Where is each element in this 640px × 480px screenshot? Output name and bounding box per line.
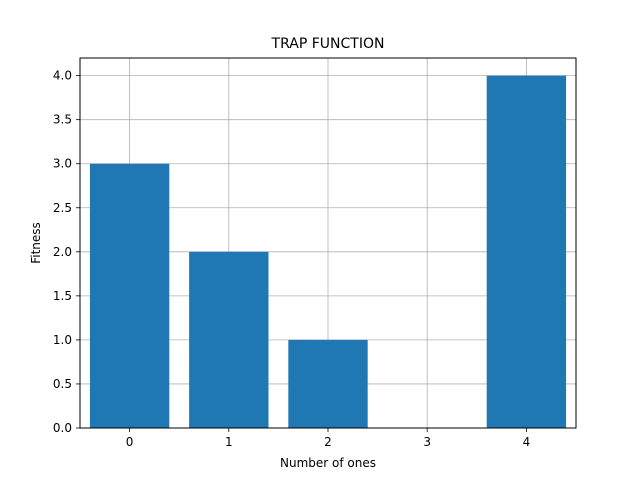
y-tick-label: 4.0	[53, 69, 72, 83]
x-axis: 0 1 2 3 4	[126, 428, 530, 449]
y-axis: 0.0 0.5 1.0 1.5 2.0 2.5 3.0 3.5 4.0	[53, 69, 80, 435]
y-tick-label: 1.0	[53, 333, 72, 347]
y-axis-label: Fitness	[29, 222, 43, 264]
bars	[89, 75, 567, 428]
y-tick-label: 1.5	[53, 289, 72, 303]
bar-1	[189, 251, 269, 428]
x-tick-label: 4	[523, 435, 531, 449]
bar-0	[89, 163, 170, 428]
y-tick-label: 3.0	[53, 157, 72, 171]
y-tick-label: 0.5	[53, 377, 72, 391]
x-tick-label: 0	[126, 435, 134, 449]
y-tick-label: 0.0	[53, 421, 72, 435]
x-axis-label: Number of ones	[280, 456, 376, 470]
x-tick-label: 3	[423, 435, 431, 449]
x-tick-label: 1	[225, 435, 233, 449]
chart-title: TRAP FUNCTION	[271, 36, 385, 52]
y-tick-label: 2.0	[53, 245, 72, 259]
bar-2	[288, 339, 368, 428]
bar-4	[486, 75, 567, 428]
x-tick-label: 2	[324, 435, 332, 449]
y-tick-label: 3.5	[53, 113, 72, 127]
y-tick-label: 2.5	[53, 201, 72, 215]
